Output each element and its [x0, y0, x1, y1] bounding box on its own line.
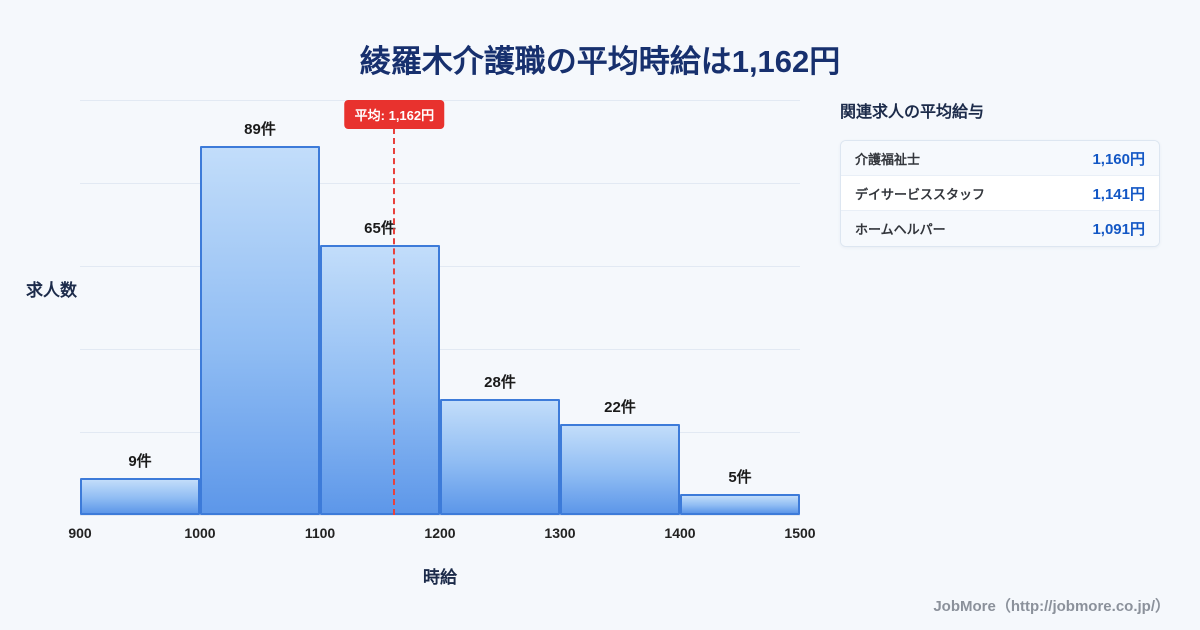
x-tick: 900 — [68, 525, 92, 541]
gridline — [80, 515, 800, 516]
gridline — [80, 349, 800, 350]
x-tick: 1500 — [784, 525, 816, 541]
x-tick: 1000 — [184, 525, 216, 541]
salary-row: ホームヘルパー 1,091円 — [841, 211, 1159, 246]
mean-badge: 平均: 1,162円 — [344, 100, 445, 129]
bar — [560, 423, 680, 515]
bar — [80, 477, 200, 515]
footer-credit: JobMore（http://jobmore.co.jp/） — [933, 598, 1170, 615]
x-tick: 1200 — [424, 525, 456, 541]
salary-label: 介護福祉士 — [855, 151, 921, 167]
page-title: 綾羅木介護職の平均時給は1,162円 — [359, 44, 841, 79]
x-axis-label: 時給 — [423, 568, 457, 587]
bar — [680, 494, 800, 515]
bar-label: 22件 — [604, 398, 636, 416]
side-panel-heading: 関連求人の平均給与 — [840, 104, 985, 121]
gridline — [80, 266, 800, 267]
gridline — [80, 183, 800, 184]
plot-area: 9件 89件 65件 28件 22件 5件 900 1000 1100 1200 1300 1400 1… — [68, 100, 816, 541]
y-axis-label: 求人数 — [26, 281, 77, 300]
salary-value: 1,141円 — [1092, 185, 1145, 203]
bar-label: 89件 — [244, 120, 276, 138]
bar-label: 28件 — [484, 373, 516, 391]
salary-card: 介護福祉士 1,160円 デイサービススタッフ 1,141円 ホームヘルパー 1… — [840, 140, 1160, 247]
bar — [440, 398, 560, 515]
x-tick: 1300 — [544, 525, 576, 541]
bar — [200, 145, 320, 515]
salary-label: デイサービススタッフ — [855, 186, 986, 202]
bar — [320, 245, 440, 515]
histogram-chart: 9件 89件 65件 28件 22件 5件 900 1000 1100 1200 1300 1400 1… — [68, 100, 816, 541]
bar-label: 9件 — [128, 452, 152, 470]
salary-row: デイサービススタッフ 1,141円 — [841, 176, 1159, 211]
salary-value: 1,160円 — [1092, 150, 1145, 168]
salary-row: 介護福祉士 1,160円 — [841, 141, 1159, 176]
x-tick: 1400 — [664, 525, 696, 541]
bar-label: 5件 — [728, 469, 752, 487]
salary-label: ホームヘルパー — [855, 222, 946, 237]
x-tick: 1100 — [304, 525, 336, 541]
salary-value: 1,091円 — [1092, 221, 1145, 238]
bar-label: 65件 — [364, 220, 396, 238]
mean-line — [393, 128, 396, 515]
